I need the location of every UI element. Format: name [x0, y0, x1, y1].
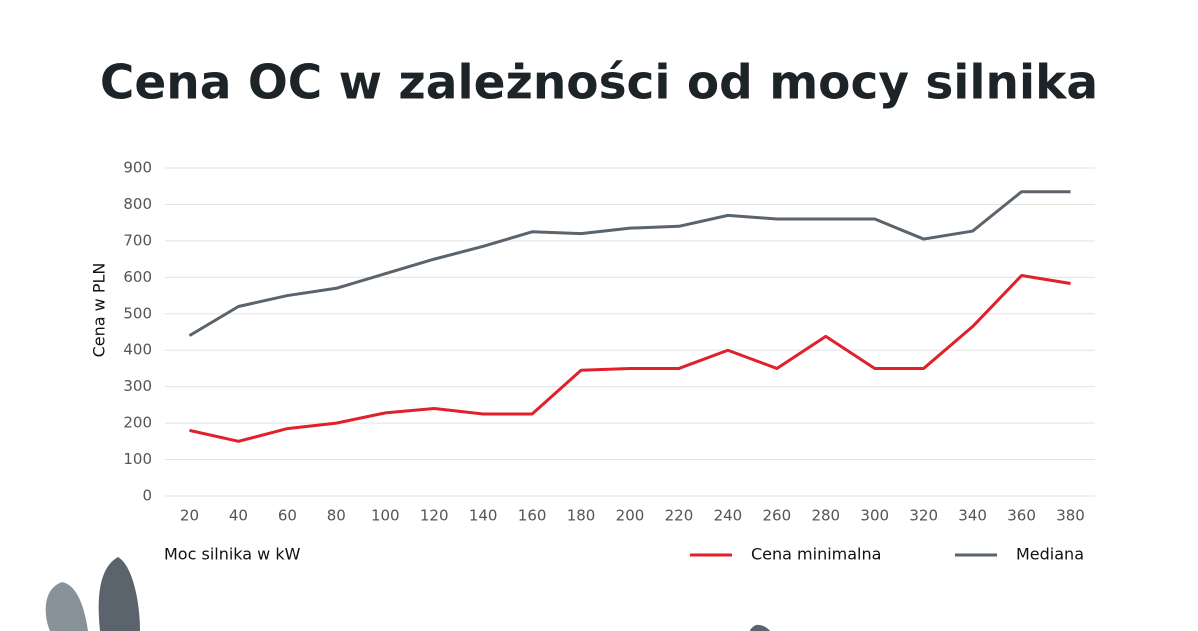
x-tick-label: 220 [665, 507, 694, 525]
x-tick-label: 20 [180, 507, 199, 525]
y-tick-label: 600 [123, 268, 152, 286]
y-axis-label: Cena w PLN [90, 263, 109, 358]
data-line [188, 190, 1071, 337]
x-tick-label: 100 [371, 507, 400, 525]
y-tick-label: 300 [123, 377, 152, 395]
x-tick-label: 160 [518, 507, 547, 525]
data-line [189, 274, 1071, 443]
x-tick-label: 240 [714, 507, 743, 525]
x-tick-label: 120 [420, 507, 449, 525]
y-tick-label: 0 [142, 487, 152, 505]
x-tick-label: 200 [616, 507, 645, 525]
x-tick-label: 140 [469, 507, 498, 525]
x-tick-label: 180 [567, 507, 596, 525]
x-tick-label: 80 [327, 507, 346, 525]
y-tick-label: 800 [123, 195, 152, 213]
x-tick-label: 320 [909, 507, 938, 525]
chart-title: Cena OC w zależności od mocy silnika [100, 56, 1098, 111]
x-tick-label: 280 [811, 507, 840, 525]
x-tick-label: 360 [1007, 507, 1036, 525]
y-tick-label: 200 [123, 414, 152, 432]
y-tick-label: 700 [123, 231, 152, 249]
legend-label: Cena minimalna [751, 545, 881, 564]
x-tick-label: 380 [1056, 507, 1085, 525]
legend-label: Mediana [1016, 545, 1084, 564]
y-tick-label: 100 [123, 450, 152, 468]
y-tick-label: 400 [123, 341, 152, 359]
decoration [45, 557, 770, 631]
x-tick-label: 300 [860, 507, 889, 525]
x-tick-label: 340 [958, 507, 987, 525]
x-tick-label: 260 [763, 507, 792, 525]
y-tick-label: 500 [123, 304, 152, 322]
x-tick-label: 40 [229, 507, 248, 525]
y-tick-label: 900 [123, 159, 152, 177]
x-axis-label: Moc silnika w kW [164, 545, 301, 564]
x-tick-label: 60 [278, 507, 297, 525]
